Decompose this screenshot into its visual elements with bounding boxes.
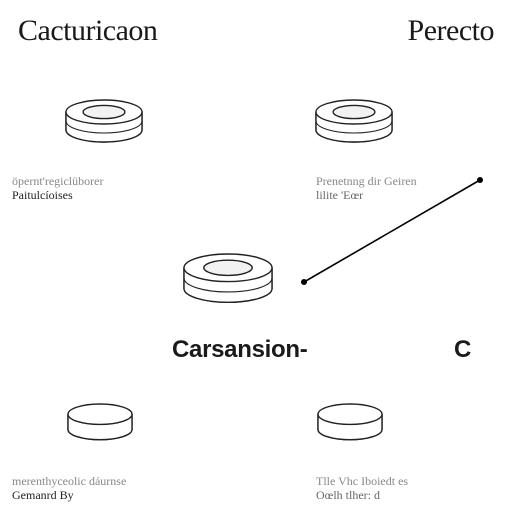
disc-top-right: [314, 98, 394, 155]
title-row: Cacturicaon Perecto: [0, 14, 512, 48]
caption-bot-right: Tlle Vhc Iboiedt esOœlh tlher: d: [316, 474, 408, 503]
center-label-main: Carsansion-: [172, 336, 307, 364]
caption-top-left: öpernt'regiclüborerPaitulcíoises: [12, 174, 103, 203]
diagram-canvas: { "canvas": { "width": 512, "height": 51…: [0, 0, 512, 512]
center-label-aside: C: [454, 336, 471, 364]
title-left: Cacturicaon: [18, 14, 157, 48]
title-right: Perecto: [408, 14, 494, 48]
caption-top-right: Prenetnng dir Geirenlilite 'Eœr: [316, 174, 417, 203]
disc-bot-left: [66, 402, 134, 451]
disc-center: [182, 252, 274, 317]
disc-top-left: [64, 98, 144, 155]
caption-bot-left: merenthyceolic dáurnseGemanrd By: [12, 474, 126, 503]
connector-start-dot: [301, 279, 307, 285]
connector-end-dot: [477, 177, 483, 183]
disc-bot-right: [316, 402, 384, 451]
